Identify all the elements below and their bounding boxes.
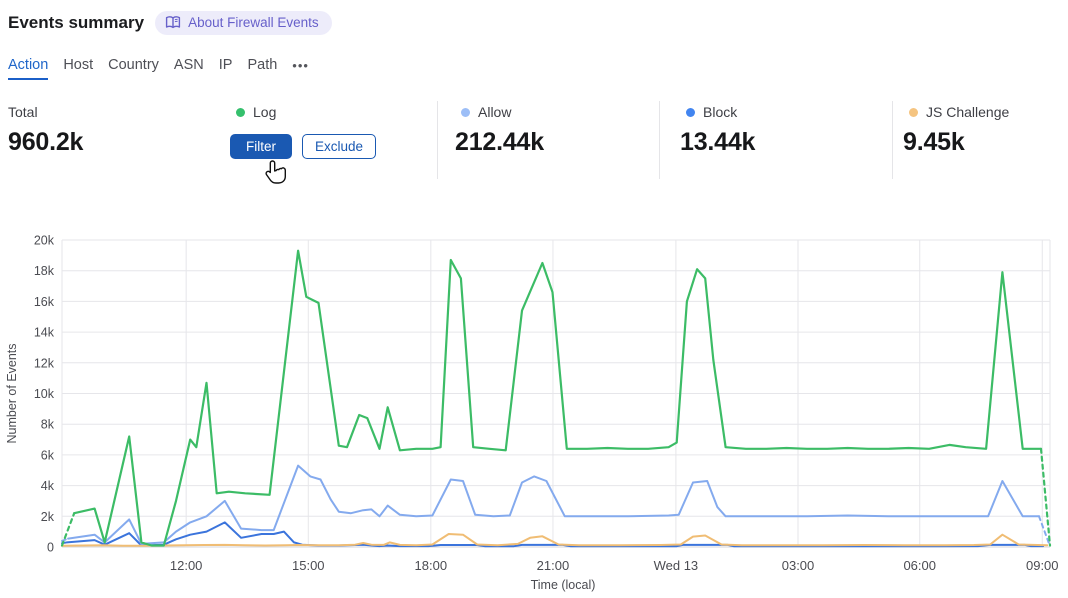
js-challenge-series-dot — [909, 107, 918, 117]
stat-log-label: Log — [253, 104, 277, 120]
stat-block-legend: Block — [680, 104, 755, 120]
stat-card-block[interactable]: Block 13.44k — [680, 104, 755, 157]
book-icon — [165, 16, 181, 29]
y-tick-label: 14k — [34, 326, 55, 340]
tab-path[interactable]: Path — [247, 57, 278, 73]
y-tick-label: 20k — [34, 234, 55, 248]
stat-total-value: 960.2k — [8, 128, 84, 156]
about-badge-label: About Firewall Events — [188, 15, 319, 30]
tab-country[interactable]: Country — [108, 57, 159, 73]
tab-action[interactable]: Action — [8, 57, 49, 80]
y-tick-label: 4k — [41, 479, 55, 493]
stat-block-value: 13.44k — [680, 128, 756, 156]
y-tick-label: 6k — [41, 448, 55, 462]
x-tick-label: Wed 13 — [654, 558, 699, 573]
stat-divider — [659, 101, 660, 179]
stat-log-legend: Log — [230, 104, 376, 120]
stat-card-js-challenge[interactable]: JS Challenge 9.45k — [903, 104, 1009, 157]
y-tick-label: 0 — [47, 541, 54, 555]
exclude-button[interactable]: Exclude — [302, 134, 377, 159]
stat-card-log[interactable]: Log Filter Exclude — [230, 104, 377, 159]
chart-plot-area[interactable] — [62, 240, 1050, 547]
about-firewall-events-badge[interactable]: About Firewall Events — [155, 11, 332, 35]
y-tick-label: 8k — [41, 418, 55, 432]
x-tick-label: 12:00 — [170, 558, 203, 573]
y-axis-title: Number of Events — [5, 343, 19, 443]
x-tick-label: 03:00 — [782, 558, 815, 573]
stat-divider — [437, 101, 438, 179]
y-tick-label: 18k — [34, 264, 55, 278]
x-tick-label: 21:00 — [537, 558, 570, 573]
stat-block-label: Block — [703, 104, 738, 120]
y-tick-label: 16k — [34, 295, 55, 309]
stat-total-label: Total — [8, 104, 38, 120]
stat-allow-label: Allow — [478, 104, 512, 120]
stat-allow-value: 212.44k — [455, 128, 544, 156]
chart-grid: 0 2k 4k 6k 8k 10k 12k 14k 16k 18k 20k 12:00 15:00 18:… — [34, 234, 1059, 574]
block-series-dot — [686, 107, 695, 117]
tab-asn[interactable]: ASN — [173, 57, 204, 73]
stat-total: Total 960.2k — [8, 104, 83, 157]
more-tabs-icon[interactable]: ••• — [292, 58, 309, 73]
tab-bar: Action Host Country ASN IP Path ••• — [8, 57, 309, 80]
x-tick-label: 06:00 — [903, 558, 936, 573]
stat-divider — [892, 101, 893, 179]
series-allow — [61, 464, 1051, 548]
x-tick-label: 18:00 — [415, 558, 448, 573]
filter-button[interactable]: Filter — [230, 134, 292, 159]
stat-js-challenge-legend: JS Challenge — [903, 104, 1009, 120]
tab-ip[interactable]: IP — [218, 57, 233, 73]
stat-allow-legend: Allow — [455, 104, 544, 120]
stat-card-allow[interactable]: Allow 212.44k — [455, 104, 544, 157]
x-axis-title: Time (local) — [531, 578, 596, 592]
stat-js-challenge-label: JS Challenge — [926, 104, 1010, 120]
stat-js-challenge-value: 9.45k — [903, 128, 965, 156]
x-tick-label: 15:00 — [292, 558, 325, 573]
tab-host[interactable]: Host — [63, 57, 94, 73]
y-tick-label: 10k — [34, 387, 55, 401]
y-tick-label: 12k — [34, 356, 55, 370]
series-js-challenge — [61, 533, 1049, 547]
x-tick-label: 09:00 — [1026, 558, 1059, 573]
log-series-dot — [236, 107, 245, 117]
series-log — [60, 249, 1052, 547]
allow-series-dot — [461, 107, 470, 117]
y-tick-label: 2k — [41, 510, 55, 524]
log-hover-actions: Filter Exclude — [230, 134, 377, 159]
page-title: Events summary — [8, 13, 145, 32]
header: Events summary About Firewall Events — [8, 11, 332, 35]
